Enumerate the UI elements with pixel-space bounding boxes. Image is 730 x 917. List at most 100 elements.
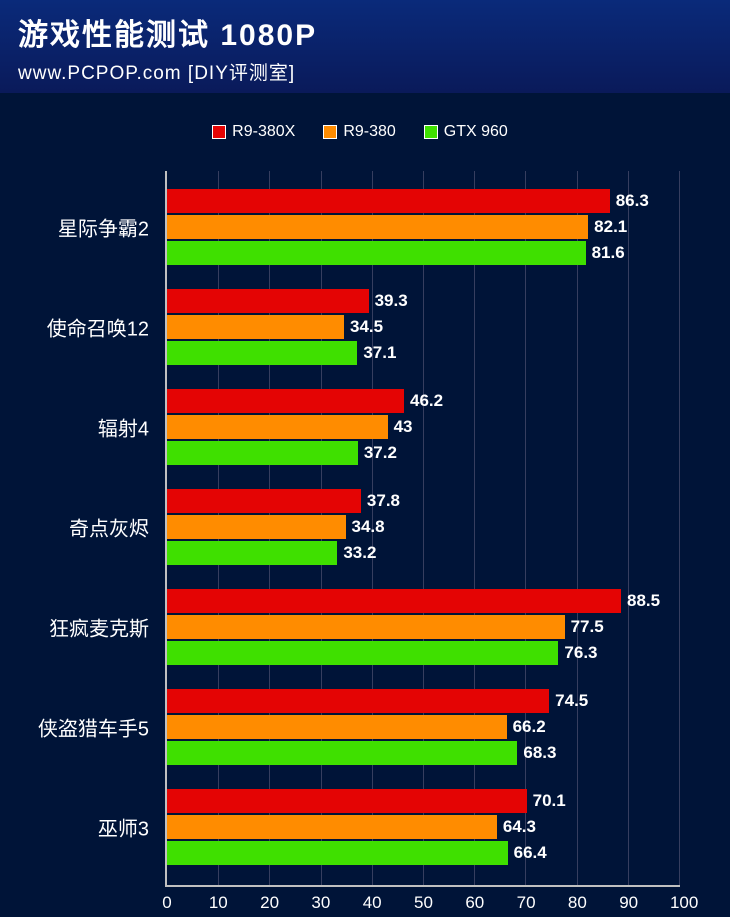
- bar-row: 33.2: [167, 541, 680, 565]
- x-tick-label: 70: [516, 893, 536, 913]
- x-tick-label: 60: [465, 893, 485, 913]
- bar-value-label: 39.3: [375, 291, 408, 311]
- bar-value-label: 66.4: [514, 843, 547, 863]
- bar: [167, 289, 369, 313]
- bar-value-label: 77.5: [571, 617, 604, 637]
- bar-value-label: 34.8: [352, 517, 385, 537]
- x-tick-label: 40: [362, 893, 382, 913]
- bar-row: 88.5: [167, 589, 680, 613]
- x-tick-label: 10: [208, 893, 228, 913]
- bar-value-label: 66.2: [513, 717, 546, 737]
- bar-value-label: 81.6: [592, 243, 625, 263]
- bar-row: 37.1: [167, 341, 680, 365]
- category-label: 辐射4: [7, 413, 157, 442]
- bar: [167, 589, 621, 613]
- bar-row: 43: [167, 415, 680, 439]
- x-tick-label: 90: [619, 893, 639, 913]
- bar-row: 34.5: [167, 315, 680, 339]
- bar: [167, 515, 346, 539]
- bar-row: 39.3: [167, 289, 680, 313]
- bar: [167, 415, 388, 439]
- chart-header: 游戏性能测试 1080P www.PCPOP.com [DIY评测室]: [0, 0, 730, 93]
- bar-group: 奇点灰烬37.834.833.2: [167, 489, 680, 565]
- bar-value-label: 34.5: [350, 317, 383, 337]
- category-label: 奇点灰烬: [7, 513, 157, 542]
- legend-label: R9-380: [343, 123, 395, 141]
- bar-row: 86.3: [167, 189, 680, 213]
- bar: [167, 715, 507, 739]
- bar-row: 37.2: [167, 441, 680, 465]
- category-label: 星际争霸2: [7, 213, 157, 242]
- bar-row: 81.6: [167, 241, 680, 265]
- bar: [167, 541, 337, 565]
- bar-value-label: 68.3: [523, 743, 556, 763]
- bar: [167, 815, 497, 839]
- bar-row: 64.3: [167, 815, 680, 839]
- bar-value-label: 76.3: [564, 643, 597, 663]
- legend-item: R9-380: [323, 123, 395, 141]
- x-axis-ticks: 0102030405060708090100: [167, 893, 680, 913]
- category-label: 使命召唤12: [7, 313, 157, 342]
- legend-swatch: [424, 125, 438, 139]
- bar-row: 77.5: [167, 615, 680, 639]
- category-label: 狂疯麦克斯: [7, 613, 157, 642]
- bar-group: 巫师370.164.366.4: [167, 789, 680, 865]
- legend-swatch: [323, 125, 337, 139]
- bar: [167, 389, 404, 413]
- bar-row: 68.3: [167, 741, 680, 765]
- bar-row: 76.3: [167, 641, 680, 665]
- bar: [167, 789, 527, 813]
- x-tick-label: 0: [157, 893, 177, 913]
- chart-title: 游戏性能测试 1080P: [18, 10, 712, 54]
- x-tick-label: 20: [260, 893, 280, 913]
- bar-group: 星际争霸286.382.181.6: [167, 189, 680, 265]
- legend-swatch: [212, 125, 226, 139]
- chart-subtitle: www.PCPOP.com [DIY评测室]: [18, 58, 712, 85]
- bar-row: 66.4: [167, 841, 680, 865]
- legend-item: GTX 960: [424, 123, 508, 141]
- bar-value-label: 37.8: [367, 491, 400, 511]
- bar: [167, 741, 517, 765]
- bar-group: 狂疯麦克斯88.577.576.3: [167, 589, 680, 665]
- bar-value-label: 74.5: [555, 691, 588, 711]
- bar: [167, 341, 357, 365]
- x-tick-label: 100: [670, 893, 690, 913]
- bar-value-label: 88.5: [627, 591, 660, 611]
- bar: [167, 841, 508, 865]
- bar-row: 70.1: [167, 789, 680, 813]
- category-label: 侠盗猎车手5: [7, 713, 157, 742]
- bar: [167, 689, 549, 713]
- chart-area: R9-380X R9-380 GTX 960 0 10 20 30 40 50 60 70 80 90…: [0, 93, 730, 917]
- bar-row: 37.8: [167, 489, 680, 513]
- category-label: 巫师3: [7, 813, 157, 842]
- bar: [167, 441, 358, 465]
- legend-label: R9-380X: [232, 123, 295, 141]
- bar-row: 46.2: [167, 389, 680, 413]
- bar-row: 74.5: [167, 689, 680, 713]
- bar: [167, 215, 588, 239]
- bar-group: 使命召唤1239.334.537.1: [167, 289, 680, 365]
- bar: [167, 315, 344, 339]
- plot-area: 0102030405060708090100 星际争霸286.382.181.6…: [165, 171, 680, 887]
- bar-value-label: 86.3: [616, 191, 649, 211]
- x-tick-label: 50: [413, 893, 433, 913]
- bar-group: 辐射446.24337.2: [167, 389, 680, 465]
- bar: [167, 641, 558, 665]
- bar-group: 侠盗猎车手574.566.268.3: [167, 689, 680, 765]
- bar-value-label: 37.1: [363, 343, 396, 363]
- legend-item: R9-380X: [212, 123, 295, 141]
- bar-value-label: 64.3: [503, 817, 536, 837]
- bar-value-label: 70.1: [533, 791, 566, 811]
- bar: [167, 241, 586, 265]
- x-tick-label: 80: [567, 893, 587, 913]
- bar-value-label: 82.1: [594, 217, 627, 237]
- bar-value-label: 43: [394, 417, 413, 437]
- bar-row: 66.2: [167, 715, 680, 739]
- bar: [167, 189, 610, 213]
- bar-value-label: 46.2: [410, 391, 443, 411]
- legend: R9-380X R9-380 GTX 960: [10, 123, 710, 141]
- bar-value-label: 37.2: [364, 443, 397, 463]
- legend-label: GTX 960: [444, 123, 508, 141]
- bar-value-label: 33.2: [343, 543, 376, 563]
- x-tick-label: 30: [311, 893, 331, 913]
